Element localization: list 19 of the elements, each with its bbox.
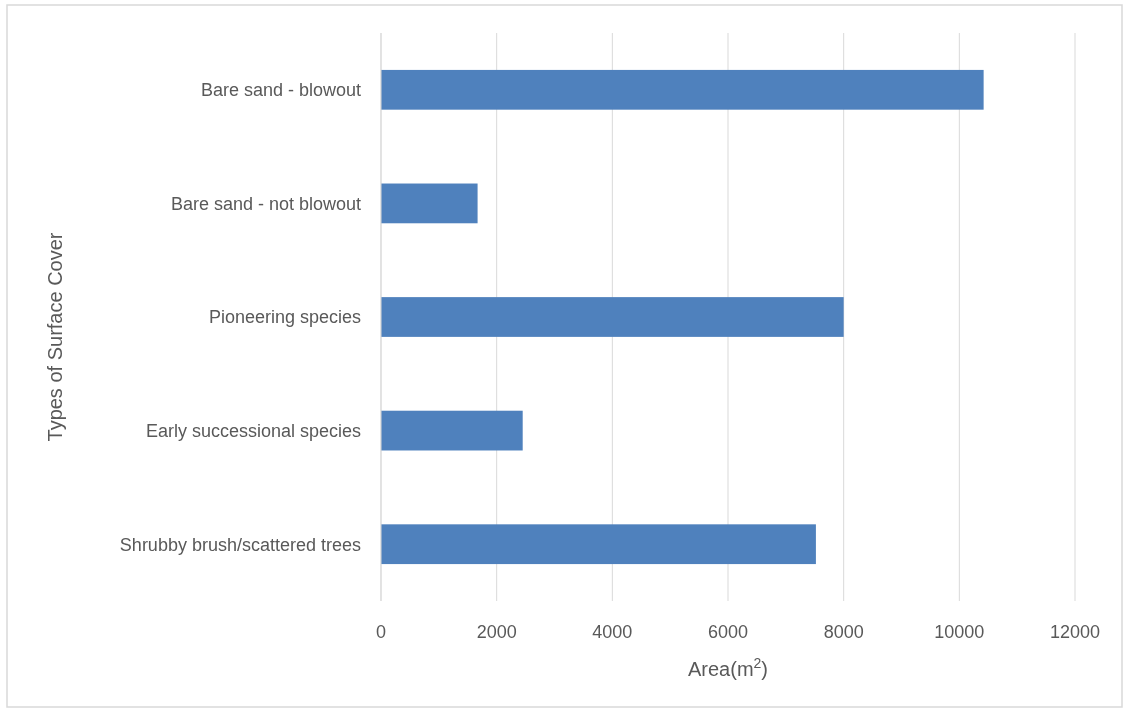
x-tick-label: 6000	[707, 622, 749, 642]
x-tick-label: 4000	[592, 622, 633, 642]
x-axis-title: Area(m$^{2}$)	[687, 655, 769, 680]
bar	[381, 183, 478, 224]
x-tick-label: 0	[375, 622, 387, 642]
bar	[381, 410, 523, 451]
y-tick-label: Bare sand - blowout	[200, 80, 361, 101]
x-tick-label: 8000	[823, 622, 864, 642]
bar	[381, 69, 984, 110]
y-tick-label: Pioneering species	[208, 307, 361, 328]
bar	[381, 297, 844, 337]
x-tick-label: 12000	[1049, 622, 1101, 642]
x-tick-label: 2000	[476, 622, 517, 642]
bar	[381, 524, 816, 565]
y-tick-label: Early successional species	[145, 420, 361, 441]
x-tick-label: 10000	[934, 622, 985, 642]
y-tick-label: Bare sand - not blowout	[170, 193, 361, 214]
y-tick-label: Shrubby brush/scattered trees	[119, 534, 361, 555]
y-axis-title: Types of Surface Cover	[44, 232, 66, 442]
